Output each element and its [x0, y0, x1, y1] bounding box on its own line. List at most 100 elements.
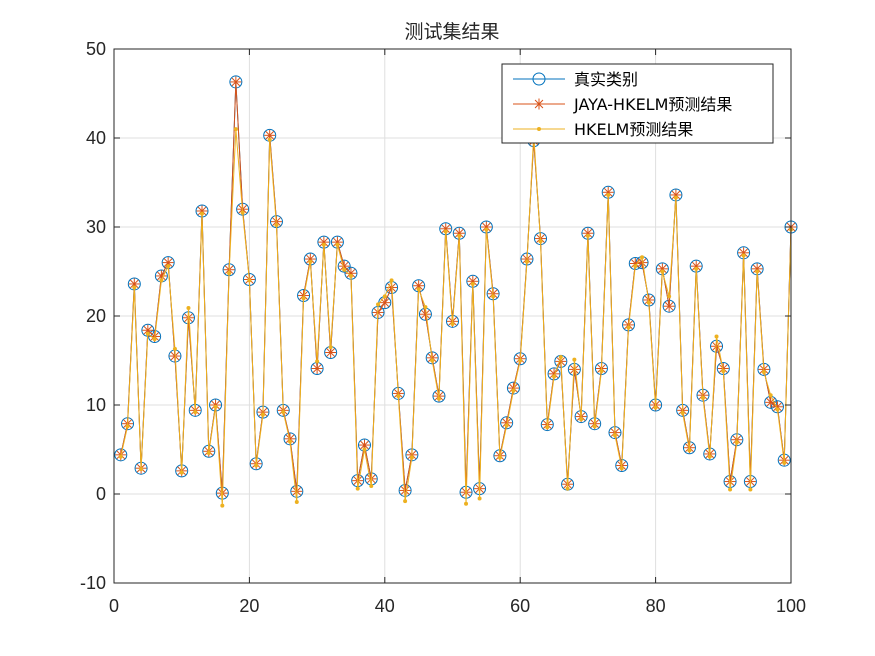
data-point — [700, 395, 705, 400]
data-point — [633, 264, 638, 269]
data-point — [288, 439, 293, 444]
asterisk-stroke — [718, 364, 728, 373]
data-point — [379, 297, 391, 309]
data-point — [500, 416, 514, 430]
data-point — [751, 263, 763, 275]
legend-entry-2: JAYA-HKELM预测结果 — [513, 95, 732, 114]
data-point — [196, 205, 208, 217]
data-point — [193, 410, 198, 415]
data-point — [220, 503, 225, 508]
asterisk-stroke — [671, 190, 681, 200]
asterisk-stroke — [570, 365, 579, 374]
asterisk-stroke — [129, 279, 139, 289]
x-tick-label: 80 — [646, 596, 666, 616]
x-tick-label: 20 — [239, 596, 259, 616]
asterisk-stroke — [143, 325, 153, 335]
y-tick-label: -10 — [80, 573, 106, 593]
x-tick-label: 40 — [375, 596, 395, 616]
data-point — [132, 285, 137, 290]
y-tick-label: 30 — [86, 217, 106, 237]
data-point — [254, 463, 259, 468]
data-point — [267, 137, 272, 142]
data-point — [416, 287, 421, 292]
data-point — [260, 412, 265, 417]
asterisk-stroke — [773, 402, 782, 412]
data-point — [425, 351, 439, 365]
x-tick-label: 0 — [109, 596, 119, 616]
data-point — [572, 357, 577, 362]
data-point — [491, 294, 496, 299]
data-point — [477, 496, 482, 501]
data-point — [213, 404, 218, 409]
asterisk-stroke — [380, 298, 390, 307]
data-point — [233, 127, 238, 132]
data-point — [467, 275, 479, 287]
data-point — [337, 259, 351, 273]
data-point — [206, 451, 211, 456]
data-point — [717, 363, 729, 375]
data-point — [396, 394, 401, 399]
data-point — [599, 369, 604, 374]
data-point — [707, 454, 712, 459]
legend-label: JAYA-HKELM预测结果 — [573, 95, 732, 114]
data-point — [687, 448, 692, 453]
data-point — [524, 259, 529, 264]
data-point — [501, 417, 513, 429]
data-point — [230, 76, 242, 88]
asterisk-stroke — [157, 271, 166, 281]
data-point — [714, 334, 719, 339]
asterisk-stroke — [231, 77, 241, 87]
data-point — [646, 300, 651, 305]
data-point — [301, 296, 306, 301]
data-point — [125, 424, 130, 429]
asterisk-stroke — [306, 254, 315, 264]
data-point — [227, 271, 232, 276]
data-point — [538, 239, 543, 244]
y-tick-label: 20 — [86, 306, 106, 326]
data-point — [782, 460, 787, 465]
data-point — [345, 267, 357, 279]
data-point — [511, 388, 516, 393]
data-point — [565, 486, 570, 491]
asterisk-stroke — [285, 434, 295, 444]
data-point — [606, 192, 611, 197]
series-line — [120, 129, 792, 506]
legend-marker — [533, 98, 545, 110]
data-point — [362, 447, 367, 452]
data-point — [660, 269, 665, 274]
data-point — [200, 211, 205, 216]
x-tick-label: 60 — [510, 596, 530, 616]
asterisk-stroke — [265, 131, 275, 140]
data-point — [247, 278, 252, 283]
data-point — [423, 305, 428, 310]
asterisk-stroke — [454, 228, 464, 238]
asterisk-stroke — [603, 187, 613, 197]
data-point — [680, 411, 685, 416]
data-point — [172, 346, 177, 351]
y-tick-label: 50 — [86, 39, 106, 59]
data-point — [114, 448, 128, 462]
data-point — [335, 242, 340, 247]
asterisk-stroke — [346, 268, 356, 278]
data-point — [152, 337, 157, 342]
data-point — [308, 259, 313, 264]
data-point — [443, 229, 448, 234]
data-point — [186, 305, 191, 310]
data-point — [775, 407, 780, 412]
data-point — [382, 294, 387, 299]
asterisk-stroke — [339, 261, 349, 271]
data-point — [389, 278, 394, 283]
asterisk-stroke — [414, 281, 423, 291]
data-point — [294, 500, 299, 505]
data-point — [430, 358, 435, 363]
data-point — [328, 345, 333, 350]
data-point — [403, 499, 408, 504]
legend-label: HKELM预测结果 — [574, 120, 693, 139]
asterisk-stroke — [509, 383, 518, 393]
legend-marker — [537, 127, 541, 131]
data-point — [355, 486, 360, 491]
asterisk-stroke — [312, 364, 322, 373]
asterisk-stroke — [441, 224, 451, 234]
data-point — [585, 233, 590, 238]
